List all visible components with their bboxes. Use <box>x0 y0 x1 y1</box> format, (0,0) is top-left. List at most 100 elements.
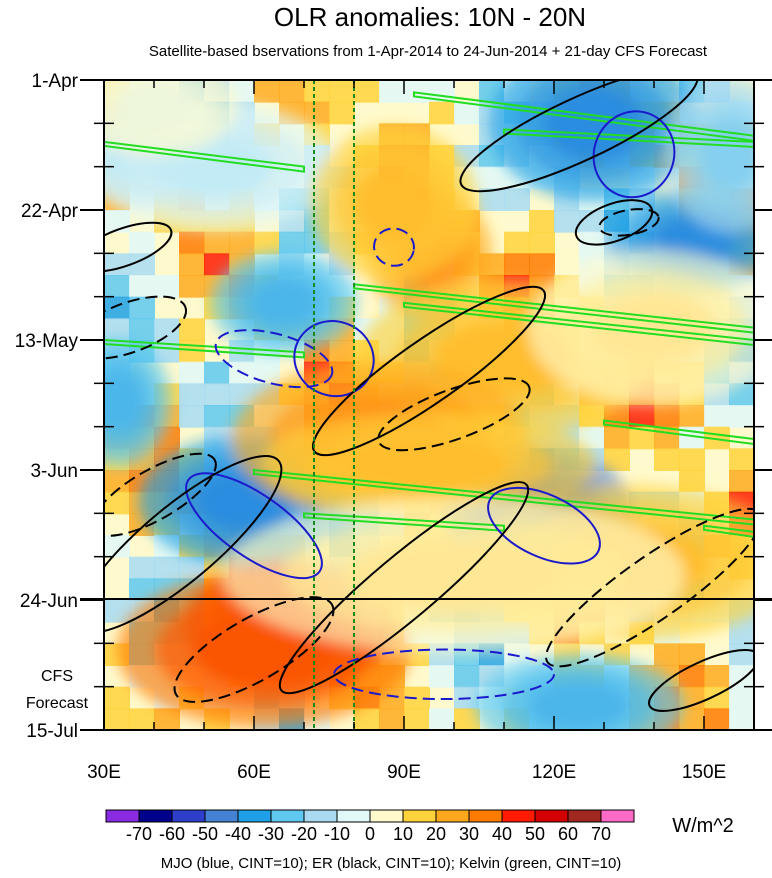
mjo-contour <box>214 329 334 389</box>
field-cell <box>179 361 205 385</box>
colorbar-swatch <box>270 809 305 823</box>
field-cell <box>704 405 730 428</box>
colorbar-label: -30 <box>258 824 284 844</box>
field-cell <box>204 361 230 385</box>
field-cell <box>204 253 230 276</box>
field-cell <box>654 405 680 428</box>
colorbar-label: 20 <box>426 824 446 844</box>
field-cell <box>104 253 130 276</box>
colorbar-swatch <box>237 809 272 823</box>
field-cell <box>229 383 255 406</box>
field-cell <box>729 665 754 688</box>
colorbar-label: -20 <box>291 824 317 844</box>
er-contour <box>545 507 754 668</box>
field-cell <box>354 80 380 103</box>
field-cell <box>279 231 305 255</box>
field-cell <box>104 686 130 710</box>
y-tick-label: 1-Apr <box>32 71 79 92</box>
field-cell <box>204 383 230 406</box>
field-cell <box>679 448 705 471</box>
forecast-label-line2: Forecast <box>26 695 89 712</box>
field-cell <box>329 80 355 103</box>
colorbar-swatch <box>336 809 371 823</box>
field-cell <box>129 318 155 341</box>
field-cell <box>454 665 480 688</box>
x-tick-label: 60E <box>237 762 271 783</box>
reference-lines <box>313 80 355 730</box>
field-cell <box>729 470 754 493</box>
chart-subtitle: Satellite-based bservations from 1-Apr-2… <box>149 43 708 60</box>
field-cell <box>604 426 630 450</box>
field-cell <box>154 318 180 341</box>
anomaly-blob <box>104 336 172 467</box>
field-cell <box>729 708 754 730</box>
y-tick-label: 24-Jun <box>20 591 78 612</box>
field-cell <box>304 80 330 103</box>
y-tick-label: 22-Apr <box>21 201 79 222</box>
field-cell <box>504 188 530 211</box>
field-cell <box>279 80 305 103</box>
er-contour <box>574 199 654 246</box>
colorbar-swatch <box>402 809 437 823</box>
field-cell <box>104 275 130 298</box>
colorbar-swatch <box>501 809 536 823</box>
colorbar-swatch <box>435 809 470 823</box>
y-tick-labels: 1-Apr 22-Apr 13-May 3-Jun 24-Jun 15-Jul <box>15 71 79 742</box>
field-cell <box>579 210 605 233</box>
field-cell <box>729 405 754 428</box>
er-contour <box>459 80 699 193</box>
chart-title: OLR anomalies: 10N - 20N <box>274 2 586 32</box>
field-cell <box>129 231 155 255</box>
field-cell <box>204 405 230 428</box>
field-cell <box>404 80 430 103</box>
anomaly-blob <box>104 80 238 157</box>
anomaly-blob <box>210 250 358 355</box>
colorbar-swatch <box>138 809 173 823</box>
kelvin-contour <box>703 524 754 538</box>
field-cell <box>179 231 205 255</box>
field-cell <box>254 231 280 255</box>
mjo-contour <box>487 486 601 565</box>
field-cell <box>679 708 705 730</box>
mjo-contour <box>293 320 375 398</box>
field-cell <box>254 80 280 103</box>
field-cell <box>229 231 255 255</box>
field-cell <box>129 296 155 320</box>
x-tick-label: 120E <box>532 762 576 783</box>
anomaly-blob <box>666 80 754 233</box>
field-cell <box>379 80 405 103</box>
anomaly-blobs <box>104 80 754 730</box>
anomaly-blob <box>261 411 597 516</box>
plot-frame <box>103 79 755 731</box>
field-cell <box>654 643 680 666</box>
colorbar-label: 0 <box>365 824 375 844</box>
field-cell <box>154 275 180 298</box>
y-tick-label: 15-Jul <box>26 721 78 742</box>
colorbar-label: -70 <box>126 824 152 844</box>
er-contour <box>598 208 660 237</box>
field-cell <box>154 340 180 363</box>
field-cell <box>104 491 130 515</box>
field-cell <box>704 665 730 688</box>
mjo-contour <box>333 648 555 701</box>
mjo-contour <box>373 227 415 267</box>
field-cell <box>104 318 130 341</box>
field-cell <box>529 253 555 276</box>
field-cell <box>254 361 280 385</box>
er-contour <box>648 649 754 712</box>
field-cell <box>504 231 530 255</box>
colorbar-swatch <box>171 809 206 823</box>
kelvin-contour <box>104 338 305 359</box>
field-cell <box>179 383 205 406</box>
kelvin-contour <box>104 140 305 173</box>
field-cell <box>404 708 430 730</box>
x-tick-label: 150E <box>682 762 726 783</box>
colorbar-label: 10 <box>393 824 413 844</box>
field-cell <box>154 708 180 730</box>
field-cell <box>629 426 655 450</box>
field-cell <box>179 318 205 341</box>
colorbar-swatch <box>534 809 569 823</box>
field-cell <box>179 253 205 276</box>
field-cell <box>704 708 730 730</box>
